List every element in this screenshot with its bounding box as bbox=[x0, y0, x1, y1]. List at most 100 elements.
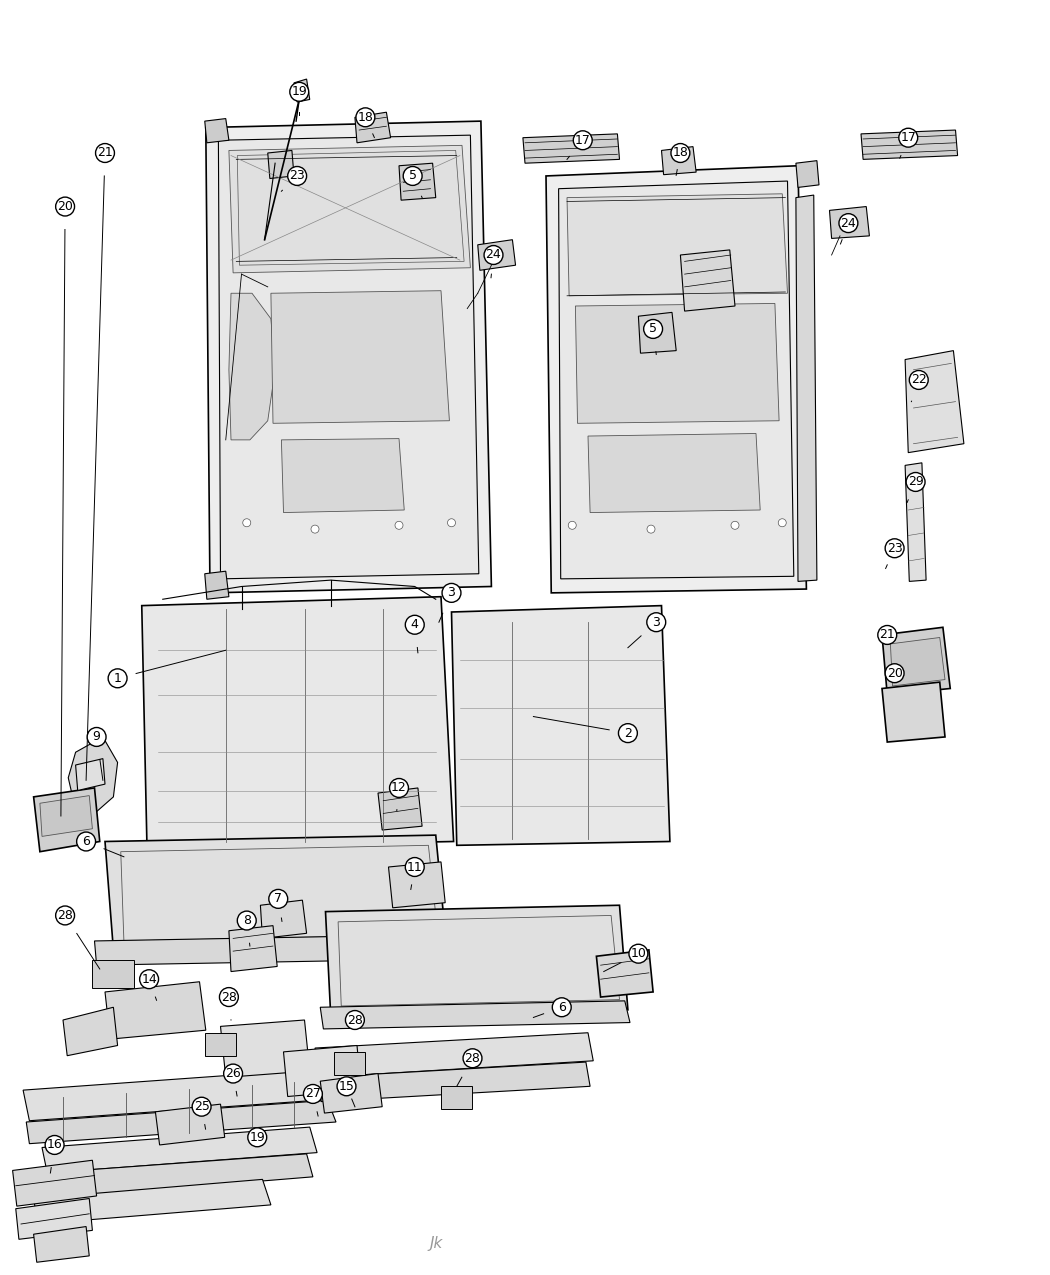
Text: 1: 1 bbox=[113, 672, 122, 685]
Circle shape bbox=[243, 519, 251, 527]
Circle shape bbox=[45, 1136, 64, 1154]
Text: 28: 28 bbox=[346, 1014, 363, 1026]
Polygon shape bbox=[662, 147, 696, 175]
Circle shape bbox=[219, 988, 238, 1006]
Polygon shape bbox=[478, 240, 516, 270]
Text: 7: 7 bbox=[274, 892, 282, 905]
Text: 4: 4 bbox=[411, 618, 419, 631]
Polygon shape bbox=[559, 181, 794, 579]
Text: 17: 17 bbox=[574, 134, 591, 147]
Text: 28: 28 bbox=[220, 991, 237, 1003]
Circle shape bbox=[395, 521, 403, 529]
Circle shape bbox=[290, 83, 309, 101]
Polygon shape bbox=[588, 434, 760, 513]
Circle shape bbox=[447, 519, 456, 527]
Circle shape bbox=[647, 525, 655, 533]
Polygon shape bbox=[320, 1074, 382, 1113]
Text: 23: 23 bbox=[289, 170, 304, 182]
Polygon shape bbox=[76, 759, 105, 790]
Circle shape bbox=[629, 945, 648, 963]
Circle shape bbox=[248, 1128, 267, 1146]
Polygon shape bbox=[796, 195, 817, 581]
Text: 25: 25 bbox=[193, 1100, 210, 1113]
Polygon shape bbox=[220, 1020, 310, 1077]
Circle shape bbox=[390, 779, 408, 797]
Polygon shape bbox=[229, 293, 275, 440]
Text: 18: 18 bbox=[357, 111, 374, 124]
Polygon shape bbox=[155, 1104, 225, 1145]
Text: 21: 21 bbox=[880, 629, 895, 641]
Text: 10: 10 bbox=[630, 947, 647, 960]
Circle shape bbox=[311, 525, 319, 533]
Text: 29: 29 bbox=[907, 476, 924, 488]
Text: 3: 3 bbox=[447, 586, 456, 599]
Text: Jk: Jk bbox=[429, 1235, 442, 1251]
Text: 12: 12 bbox=[391, 782, 407, 794]
Polygon shape bbox=[26, 1100, 336, 1144]
Circle shape bbox=[552, 998, 571, 1016]
Polygon shape bbox=[546, 166, 806, 593]
Circle shape bbox=[906, 473, 925, 491]
Text: 20: 20 bbox=[57, 200, 74, 213]
Circle shape bbox=[288, 167, 307, 185]
Circle shape bbox=[442, 584, 461, 602]
Text: 16: 16 bbox=[46, 1139, 63, 1151]
Text: 6: 6 bbox=[82, 835, 90, 848]
Polygon shape bbox=[206, 121, 491, 593]
Text: 23: 23 bbox=[886, 542, 903, 555]
Polygon shape bbox=[378, 788, 422, 830]
Polygon shape bbox=[567, 194, 788, 296]
Circle shape bbox=[618, 724, 637, 742]
Polygon shape bbox=[142, 597, 454, 848]
Polygon shape bbox=[294, 79, 310, 102]
Circle shape bbox=[647, 613, 666, 631]
Circle shape bbox=[573, 131, 592, 149]
Polygon shape bbox=[268, 150, 294, 178]
Circle shape bbox=[671, 144, 690, 162]
Circle shape bbox=[192, 1098, 211, 1116]
Polygon shape bbox=[830, 207, 869, 238]
Text: 26: 26 bbox=[225, 1067, 240, 1080]
Circle shape bbox=[463, 1049, 482, 1067]
Text: 15: 15 bbox=[338, 1080, 355, 1093]
Polygon shape bbox=[596, 950, 653, 997]
Circle shape bbox=[778, 519, 786, 527]
Polygon shape bbox=[271, 291, 449, 423]
Text: 3: 3 bbox=[652, 616, 660, 629]
Polygon shape bbox=[882, 682, 945, 742]
Circle shape bbox=[885, 664, 904, 682]
Polygon shape bbox=[315, 1033, 593, 1077]
Circle shape bbox=[878, 626, 897, 644]
Polygon shape bbox=[796, 161, 819, 187]
Text: 28: 28 bbox=[57, 909, 74, 922]
Polygon shape bbox=[205, 119, 229, 143]
Circle shape bbox=[839, 214, 858, 232]
Circle shape bbox=[56, 907, 75, 924]
Polygon shape bbox=[334, 1052, 365, 1075]
Text: 6: 6 bbox=[558, 1001, 566, 1014]
Polygon shape bbox=[40, 796, 92, 836]
Polygon shape bbox=[523, 134, 620, 163]
Polygon shape bbox=[882, 627, 950, 695]
Polygon shape bbox=[42, 1127, 317, 1173]
Circle shape bbox=[303, 1085, 322, 1103]
Text: 28: 28 bbox=[464, 1052, 481, 1065]
Polygon shape bbox=[260, 900, 307, 938]
Polygon shape bbox=[355, 112, 391, 143]
Polygon shape bbox=[317, 1062, 590, 1102]
Polygon shape bbox=[861, 130, 958, 159]
Polygon shape bbox=[34, 1179, 271, 1224]
Polygon shape bbox=[399, 163, 436, 200]
Circle shape bbox=[108, 669, 127, 687]
Text: 21: 21 bbox=[97, 147, 113, 159]
Text: 20: 20 bbox=[886, 667, 903, 680]
Polygon shape bbox=[452, 606, 670, 845]
Circle shape bbox=[87, 728, 106, 746]
Polygon shape bbox=[229, 145, 470, 273]
Circle shape bbox=[899, 129, 918, 147]
Polygon shape bbox=[388, 862, 445, 908]
Circle shape bbox=[356, 108, 375, 126]
Polygon shape bbox=[105, 982, 206, 1039]
Text: 24: 24 bbox=[841, 217, 857, 230]
Circle shape bbox=[269, 890, 288, 908]
